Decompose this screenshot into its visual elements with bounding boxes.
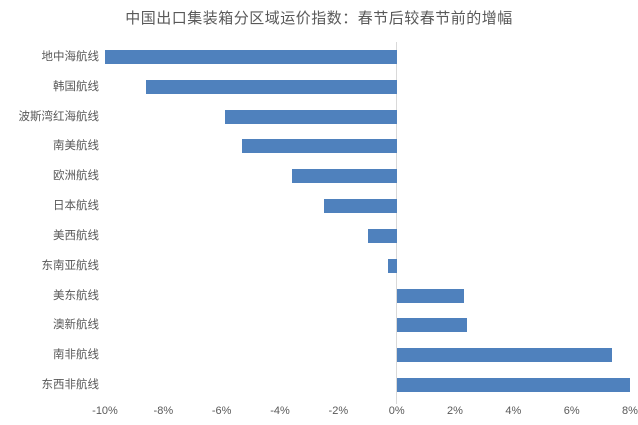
x-tick-label: -6%	[211, 405, 232, 417]
x-tick-label: -10%	[92, 405, 118, 417]
bar	[396, 378, 630, 393]
x-tick-label: 2%	[447, 405, 463, 417]
bar	[387, 258, 397, 273]
category-label: 欧洲航线	[53, 170, 99, 183]
x-tick-label: 6%	[563, 405, 580, 417]
category-label: 南美航线	[53, 140, 99, 153]
category-label: 地中海航线	[41, 50, 100, 63]
x-tick-label: 4%	[505, 405, 522, 417]
x-tick-label: -8%	[153, 405, 174, 417]
x-tick-label: -2%	[328, 405, 349, 417]
category-label: 南非航线	[53, 349, 99, 362]
bar	[396, 318, 467, 333]
category-label: 东南亚航线	[41, 259, 100, 272]
category-label: 日本航线	[53, 200, 99, 213]
zero-gridline	[396, 42, 398, 404]
plot-area	[105, 42, 630, 400]
bar	[145, 79, 397, 94]
category-label: 美西航线	[53, 229, 99, 242]
bar	[323, 199, 397, 214]
x-tick-label: 0%	[388, 405, 405, 417]
bar	[291, 169, 397, 184]
bar	[396, 288, 464, 303]
category-label: 波斯湾红海航线	[18, 110, 100, 123]
x-tick-label: -4%	[270, 405, 290, 417]
category-label: 韩国航线	[53, 80, 99, 93]
category-label: 澳新航线	[53, 319, 99, 332]
bar	[242, 139, 397, 154]
bar	[105, 49, 397, 64]
bar	[367, 228, 397, 243]
bar	[224, 109, 397, 124]
bar	[396, 348, 613, 363]
x-tick-label: 8%	[622, 405, 638, 417]
chart-title: 中国出口集装箱分区域运价指数：春节后较春节前的增幅	[125, 10, 513, 27]
category-label: 东西非航线	[41, 379, 100, 392]
category-label: 美东航线	[53, 289, 99, 302]
